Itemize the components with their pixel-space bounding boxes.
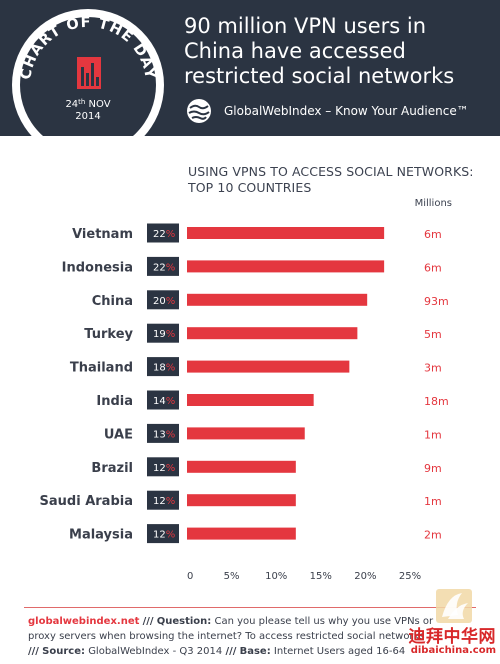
value-label-box bbox=[147, 390, 179, 410]
category-label: Brazil bbox=[91, 461, 133, 476]
millions-label: 18m bbox=[424, 395, 449, 408]
badge-year: 2014 bbox=[75, 111, 100, 122]
category-label: UAE bbox=[104, 427, 133, 442]
footer-source-label: Source: bbox=[42, 646, 85, 657]
data-label: 12% bbox=[153, 496, 175, 507]
value-label-box bbox=[147, 256, 179, 276]
watermark-logo-icon bbox=[436, 589, 472, 623]
data-label: 22% bbox=[153, 229, 175, 240]
value-label-box bbox=[147, 223, 179, 243]
bar bbox=[187, 227, 385, 239]
category-label: Turkey bbox=[84, 327, 133, 342]
millions-label: 3m bbox=[424, 362, 442, 375]
footer-base-label: Base: bbox=[239, 646, 271, 657]
millions-label: 6m bbox=[424, 228, 442, 241]
x-tick-label: 25% bbox=[399, 571, 421, 582]
millions-label: 93m bbox=[424, 295, 449, 308]
data-label: 14% bbox=[153, 396, 175, 407]
category-label: Thailand bbox=[70, 361, 133, 376]
x-tick-label: 0 bbox=[187, 571, 193, 582]
x-tick-label: 5% bbox=[224, 571, 240, 582]
units-label: Millions bbox=[414, 198, 452, 209]
category-label: India bbox=[96, 394, 133, 409]
millions-label: 5m bbox=[424, 328, 442, 341]
data-label: 18% bbox=[153, 363, 175, 374]
millions-label: 6m bbox=[424, 261, 442, 274]
footer-source-name: globalwebindex.net bbox=[28, 616, 140, 627]
bar bbox=[187, 527, 296, 540]
bar bbox=[187, 394, 314, 406]
bar bbox=[187, 427, 305, 440]
footer-question-label: Question: bbox=[156, 616, 212, 627]
value-label-box bbox=[147, 357, 179, 377]
category-label: Indonesia bbox=[62, 260, 133, 275]
footer-source: GlobalWebIndex bbox=[88, 646, 170, 657]
value-label-box bbox=[147, 524, 179, 544]
footer-source-period: - Q3 2014 bbox=[172, 646, 223, 657]
data-label: 19% bbox=[153, 329, 175, 340]
x-tick-label: 15% bbox=[310, 571, 332, 582]
value-label-box bbox=[147, 423, 179, 443]
x-tick-label: 10% bbox=[265, 571, 287, 582]
brand-row: GlobalWebIndex – Know Your Audience™ bbox=[186, 97, 469, 125]
value-label-box bbox=[147, 290, 179, 310]
bar bbox=[187, 360, 350, 373]
chart-title: USING VPNS TO ACCESS SOCIAL NETWORKS: TO… bbox=[188, 164, 474, 195]
footer-base: Internet Users aged 16-64 bbox=[273, 646, 406, 657]
bar bbox=[187, 460, 296, 473]
watermark-url: dibaichina.com bbox=[410, 645, 496, 656]
headline: 90 million VPN users in China have acces… bbox=[184, 14, 455, 88]
millions-label: 1m bbox=[424, 495, 442, 508]
data-label: 13% bbox=[153, 429, 175, 440]
bar bbox=[187, 494, 296, 507]
bar bbox=[187, 293, 368, 306]
bar bbox=[187, 327, 358, 340]
bar-chart-icon bbox=[77, 57, 101, 89]
data-label: 20% bbox=[153, 296, 175, 307]
category-label: Malaysia bbox=[69, 528, 133, 543]
category-label: Saudi Arabia bbox=[40, 494, 133, 509]
value-label-box bbox=[147, 323, 179, 343]
value-label-box bbox=[147, 457, 179, 477]
millions-label: 2m bbox=[424, 529, 442, 542]
millions-label: 1m bbox=[424, 428, 442, 441]
category-label: Vietnam bbox=[72, 227, 133, 242]
data-label: 12% bbox=[153, 463, 175, 474]
x-tick-label: 20% bbox=[354, 571, 376, 582]
footer: globalwebindex.net /// Question: Can you… bbox=[28, 616, 434, 657]
badge-date: 24th NOV bbox=[65, 98, 110, 110]
bar bbox=[187, 260, 385, 273]
brand-text: GlobalWebIndex – Know Your Audience™ bbox=[224, 104, 469, 118]
header: CHART OF THE DAY 24th NOV 2014 90 millio… bbox=[0, 0, 500, 136]
data-label: 12% bbox=[153, 530, 175, 541]
globe-icon bbox=[187, 99, 211, 123]
value-label-box bbox=[147, 490, 179, 510]
chart-of-the-day-badge: CHART OF THE DAY 24th NOV 2014 bbox=[12, 9, 164, 136]
millions-label: 9m bbox=[424, 462, 442, 475]
watermark-text: 迪拜中华网 bbox=[408, 627, 496, 647]
footer-divider bbox=[24, 607, 476, 608]
category-label: China bbox=[92, 294, 133, 309]
bar-chart: Vietnam 22% 6m Indonesia 22% 6m China 20% 93m Tur… bbox=[40, 223, 449, 582]
data-label: 22% bbox=[153, 262, 175, 273]
footer-question: Can you please tell us why you use VPNs … bbox=[28, 616, 434, 642]
